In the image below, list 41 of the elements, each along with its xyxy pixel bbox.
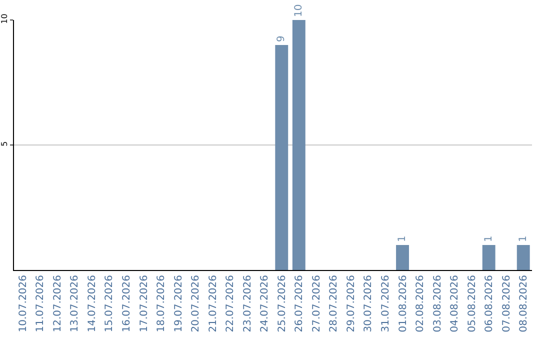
x-tick-label: 07.08.2026	[501, 275, 512, 332]
x-tick-label: 02.08.2026	[415, 275, 426, 332]
x-tick-label: 18.07.2026	[156, 275, 168, 332]
bar	[516, 245, 530, 270]
x-tick-label: 19.07.2026	[173, 275, 184, 332]
data-label: 9	[276, 36, 288, 42]
x-tick-label: 04.08.2026	[450, 275, 461, 332]
x-tick-label: 14.07.2026	[86, 275, 98, 332]
x-tick-label: 12.07.2026	[52, 275, 64, 332]
x-tick-label: 20.07.2026	[190, 275, 202, 332]
x-tick-label: 25.07.2026	[276, 275, 288, 332]
data-label: 1	[518, 236, 529, 242]
x-tick-label: 17.07.2026	[138, 275, 150, 332]
x-tick-label: 05.08.2026	[466, 275, 478, 332]
x-tick-label: 31.07.2026	[380, 275, 392, 332]
x-tick-label: 27.07.2026	[311, 275, 322, 332]
data-label: 10	[293, 4, 304, 17]
x-tick-label: 28.07.2026	[328, 275, 340, 332]
x-tick-label: 06.08.2026	[484, 275, 496, 332]
x-tick-label: 15.07.2026	[104, 275, 116, 332]
x-tick-label: 21.07.2026	[208, 275, 219, 332]
x-tick-label: 29.07.2026	[346, 275, 357, 332]
x-tick-label: 11.07.2026	[35, 275, 46, 332]
x-tick-label: 26.07.2026	[294, 275, 306, 332]
x-tick-label: 13.07.2026	[70, 275, 81, 332]
x-tick-label: 16.07.2026	[121, 275, 132, 332]
data-label: 1	[483, 236, 494, 242]
data-label: 1	[397, 236, 408, 242]
x-tick-label: 22.07.2026	[225, 275, 236, 332]
x-tick-label: 30.07.2026	[363, 275, 374, 332]
x-tick-label: 03.08.2026	[432, 275, 444, 332]
y-tick-label: 5	[0, 141, 9, 146]
x-tick-label: 08.08.2026	[518, 275, 530, 332]
bar	[482, 245, 496, 270]
x-tick-label: 24.07.2026	[260, 275, 271, 332]
x-tick-label: 23.07.2026	[242, 275, 254, 332]
x-tick-label: 10.07.2026	[18, 275, 29, 332]
x-tick-label: 01.08.2026	[398, 275, 409, 332]
bar	[275, 45, 288, 270]
bar	[292, 20, 306, 270]
bar	[396, 245, 409, 270]
